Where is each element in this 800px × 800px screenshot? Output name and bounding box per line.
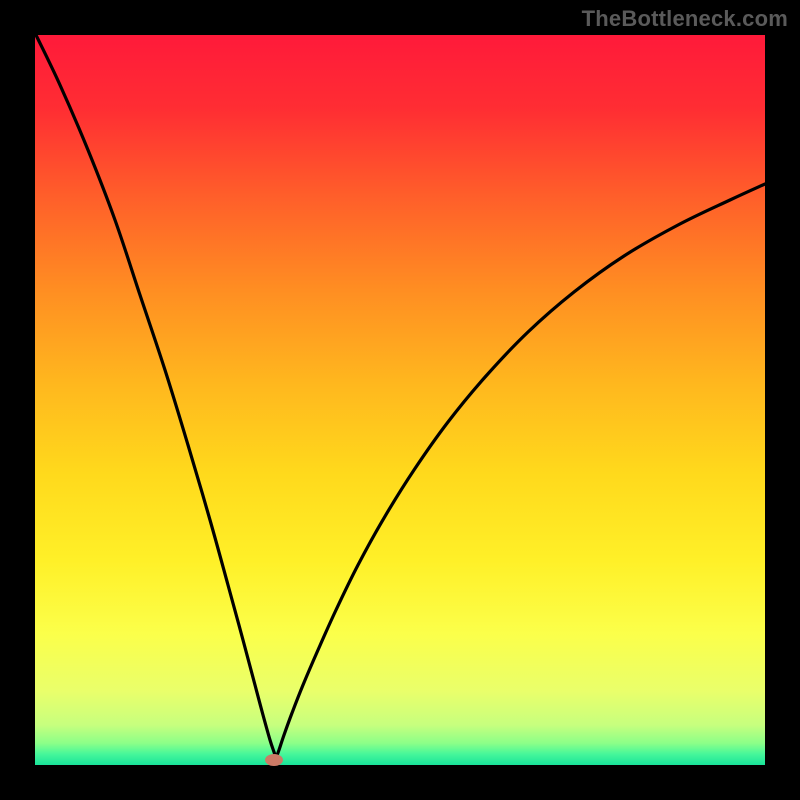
gradient-background (35, 35, 765, 765)
watermark-text: TheBottleneck.com (582, 6, 788, 32)
plot-area (35, 35, 765, 765)
chart-container: TheBottleneck.com (0, 0, 800, 800)
